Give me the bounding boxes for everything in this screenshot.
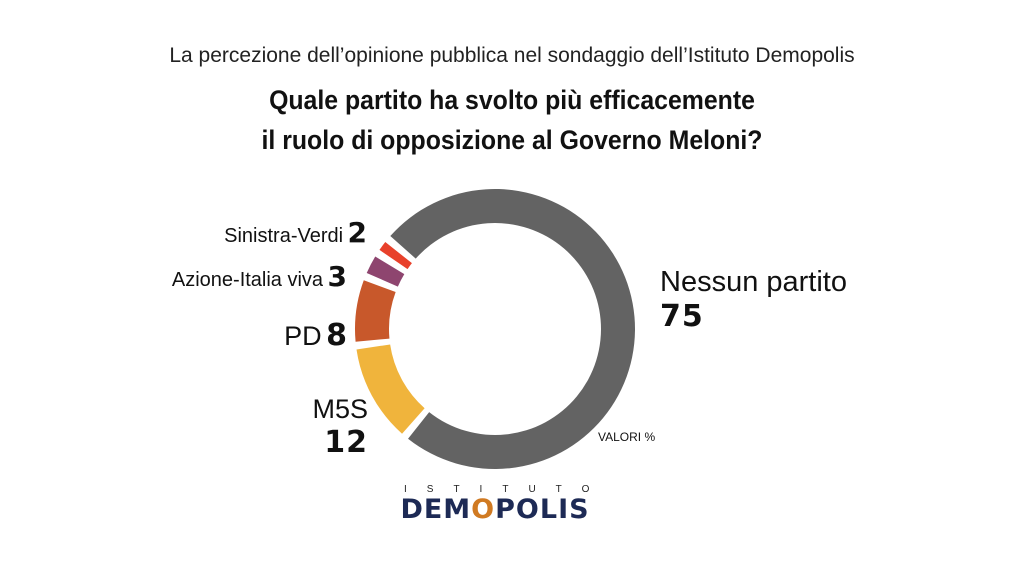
units-note: VALORI % [598, 430, 656, 444]
slice-sinistra-verdi [379, 242, 412, 270]
label-sinistra-verdi: Sinistra-Verdi 2 [150, 216, 368, 249]
label-azione-italia-viva-value: 3 [327, 260, 348, 293]
slice-pd [355, 280, 396, 342]
label-nessun-partito: Nessun partito 75 [660, 266, 847, 334]
label-nessun-partito-name: Nessun partito [660, 266, 847, 298]
label-pd-value: 8 [326, 318, 348, 353]
slice-azione-italia-viva [366, 256, 405, 287]
label-nessun-partito-value: 75 [660, 299, 704, 334]
demopolis-logo: ISTITUTO DEMOPOLIS [384, 484, 606, 525]
label-sinistra-verdi-name: Sinistra-Verdi [224, 225, 344, 247]
label-m5s-value: 12 [324, 425, 368, 460]
logo-istituto-text: ISTITUTO [404, 484, 610, 495]
label-m5s: M5S 12 [238, 394, 368, 460]
label-m5s-name: M5S [312, 394, 368, 424]
slice-m5s [356, 344, 425, 434]
donut-slices [355, 188, 635, 469]
slice-nessun-partito [390, 188, 635, 469]
chart-subtitle: La percezione dell’opinione pubblica nel… [169, 44, 855, 67]
label-sinistra-verdi-value: 2 [347, 216, 368, 249]
label-pd: PD 8 [200, 318, 348, 353]
label-azione-italia-viva-name: Azione-Italia viva [171, 269, 324, 291]
chart-title: Quale partito ha svolto più efficacement… [41, 80, 983, 160]
label-pd-name: PD [284, 321, 322, 351]
chart-title-line-1: Quale partito ha svolto più efficacement… [269, 85, 755, 115]
label-azione-italia-viva: Azione-Italia viva 3 [120, 260, 348, 293]
logo-demopolis-text: DEMOPOLIS [400, 494, 590, 525]
chart-title-line-2: il ruolo di opposizione al Governo Melon… [261, 125, 763, 155]
